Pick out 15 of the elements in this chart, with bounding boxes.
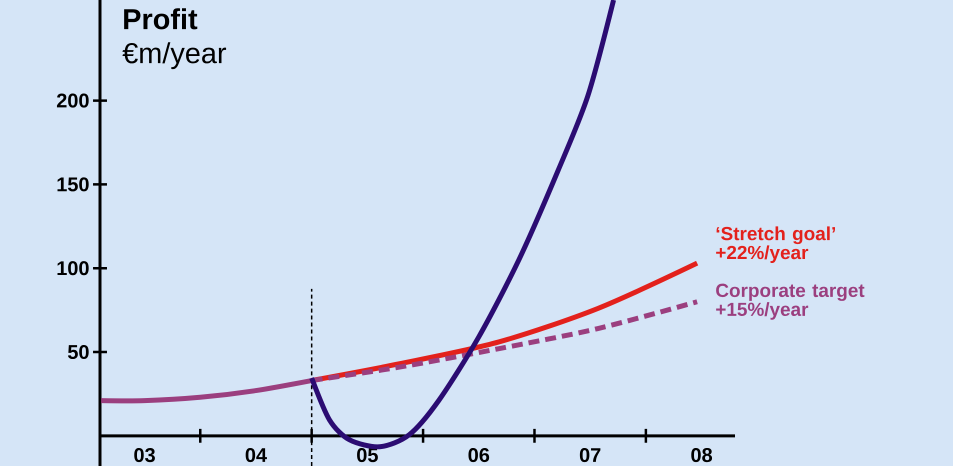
x-tick-label: 05 [357,448,378,462]
text: €m/year [122,42,226,70]
x-tick-label: 04 [246,448,267,462]
y-tick-label: 200 [56,94,89,108]
series-label: Corporate target +15%/year [716,284,864,320]
y-tick-label: 100 [58,261,89,276]
x-tick-label: 07 [580,448,600,462]
series-label: ‘Stretch goal’ +22%/year [716,226,835,263]
x-tick-label: 08 [691,448,712,462]
y-tick-label: 150 [58,177,89,192]
line-series [309,0,616,450]
x-tick-label: 03 [134,448,155,462]
y-tick-label: 50 [68,344,89,360]
chart-title: Profit [124,8,198,30]
x-tick-label: 06 [468,448,490,462]
